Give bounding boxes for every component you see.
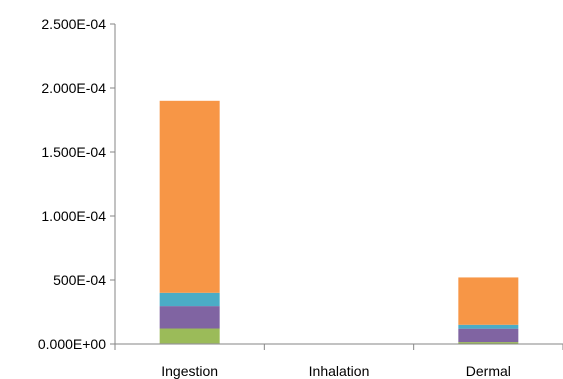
x-tick-label: Inhalation	[309, 363, 370, 379]
bar-segment	[159, 328, 220, 344]
y-tick-label: 1.000E-04	[41, 208, 106, 224]
bar-segment	[458, 324, 519, 329]
y-axis-labels: 0.000E+00 500E-04 1.000E-04 1.500E-04 2.000E…	[38, 16, 106, 352]
x-tick-label: Ingestion	[161, 363, 218, 379]
y-tick-label: 2.000E-04	[41, 80, 106, 96]
bar-segment	[159, 100, 220, 293]
y-tick-label: 0.000E+00	[38, 336, 106, 352]
x-tick-label: Dermal	[466, 363, 511, 379]
bar-segment	[458, 328, 519, 343]
bar-segment	[159, 292, 220, 307]
y-axis-ticks	[110, 23, 115, 345]
bar-segment	[458, 277, 519, 325]
bar-stacks	[159, 100, 519, 344]
x-axis-labels: Ingestion Inhalation Dermal	[161, 363, 511, 379]
bar-segment	[159, 306, 220, 329]
x-axis-ticks	[114, 344, 563, 350]
y-tick-label: 2.500E-04	[41, 16, 106, 32]
y-tick-label: 500E-04	[53, 272, 106, 288]
y-tick-label: 1.500E-04	[41, 144, 106, 160]
bar-segment	[458, 342, 519, 344]
